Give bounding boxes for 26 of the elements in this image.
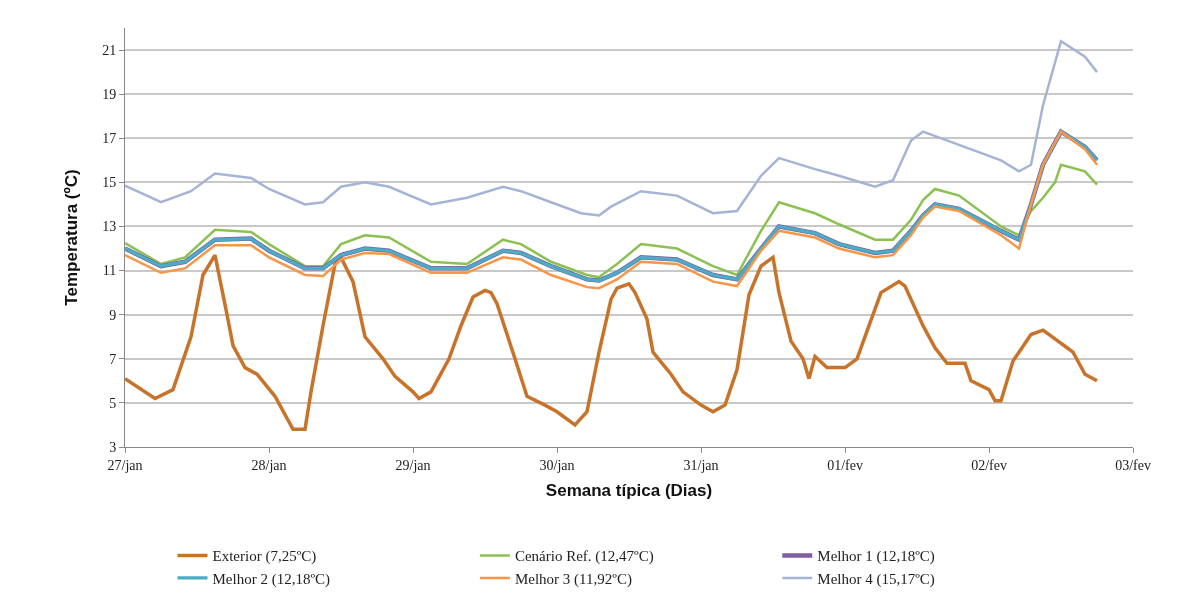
y-tick-label: 3	[109, 439, 117, 455]
y-tick-label: 17	[102, 131, 117, 147]
x-tick-label: 28/jan	[251, 457, 287, 473]
y-tick-label: 7	[109, 351, 117, 367]
x-tick-label: 30/jan	[539, 457, 575, 473]
legend-label: Melhor 2 (12,18ºC)	[212, 570, 331, 588]
y-axis-title: Temperatura (ºC)	[61, 169, 81, 306]
x-tick-label: 27/jan	[107, 457, 143, 473]
y-tick-label: 11	[102, 263, 117, 279]
x-axis-title: Semana típica (Dias)	[545, 481, 713, 501]
legend-label: Melhor 3 (11,92ºC)	[514, 570, 632, 588]
y-tick-label: 9	[109, 307, 117, 323]
y-tick-label: 15	[102, 175, 117, 191]
x-tick-label: 02/fev	[971, 457, 1007, 473]
x-tick-label: 01/fev	[827, 457, 863, 473]
y-tick-label: 19	[102, 87, 117, 103]
legend-label: Exterior (7,25ºC)	[212, 548, 317, 566]
y-tick-label: 21	[102, 42, 117, 58]
legend-label: Melhor 4 (15,17ºC)	[817, 570, 935, 588]
y-tick-label: 5	[109, 395, 117, 411]
y-tick-label: 13	[102, 219, 117, 235]
x-tick-label: 31/jan	[683, 457, 719, 473]
legend-label: Cenário Ref. (12,47ºC)	[514, 548, 654, 566]
x-tick-label: 29/jan	[395, 457, 431, 473]
legend-label: Melhor 1 (12,18ºC)	[817, 548, 935, 566]
x-tick-label: 03/fev	[1115, 457, 1151, 473]
